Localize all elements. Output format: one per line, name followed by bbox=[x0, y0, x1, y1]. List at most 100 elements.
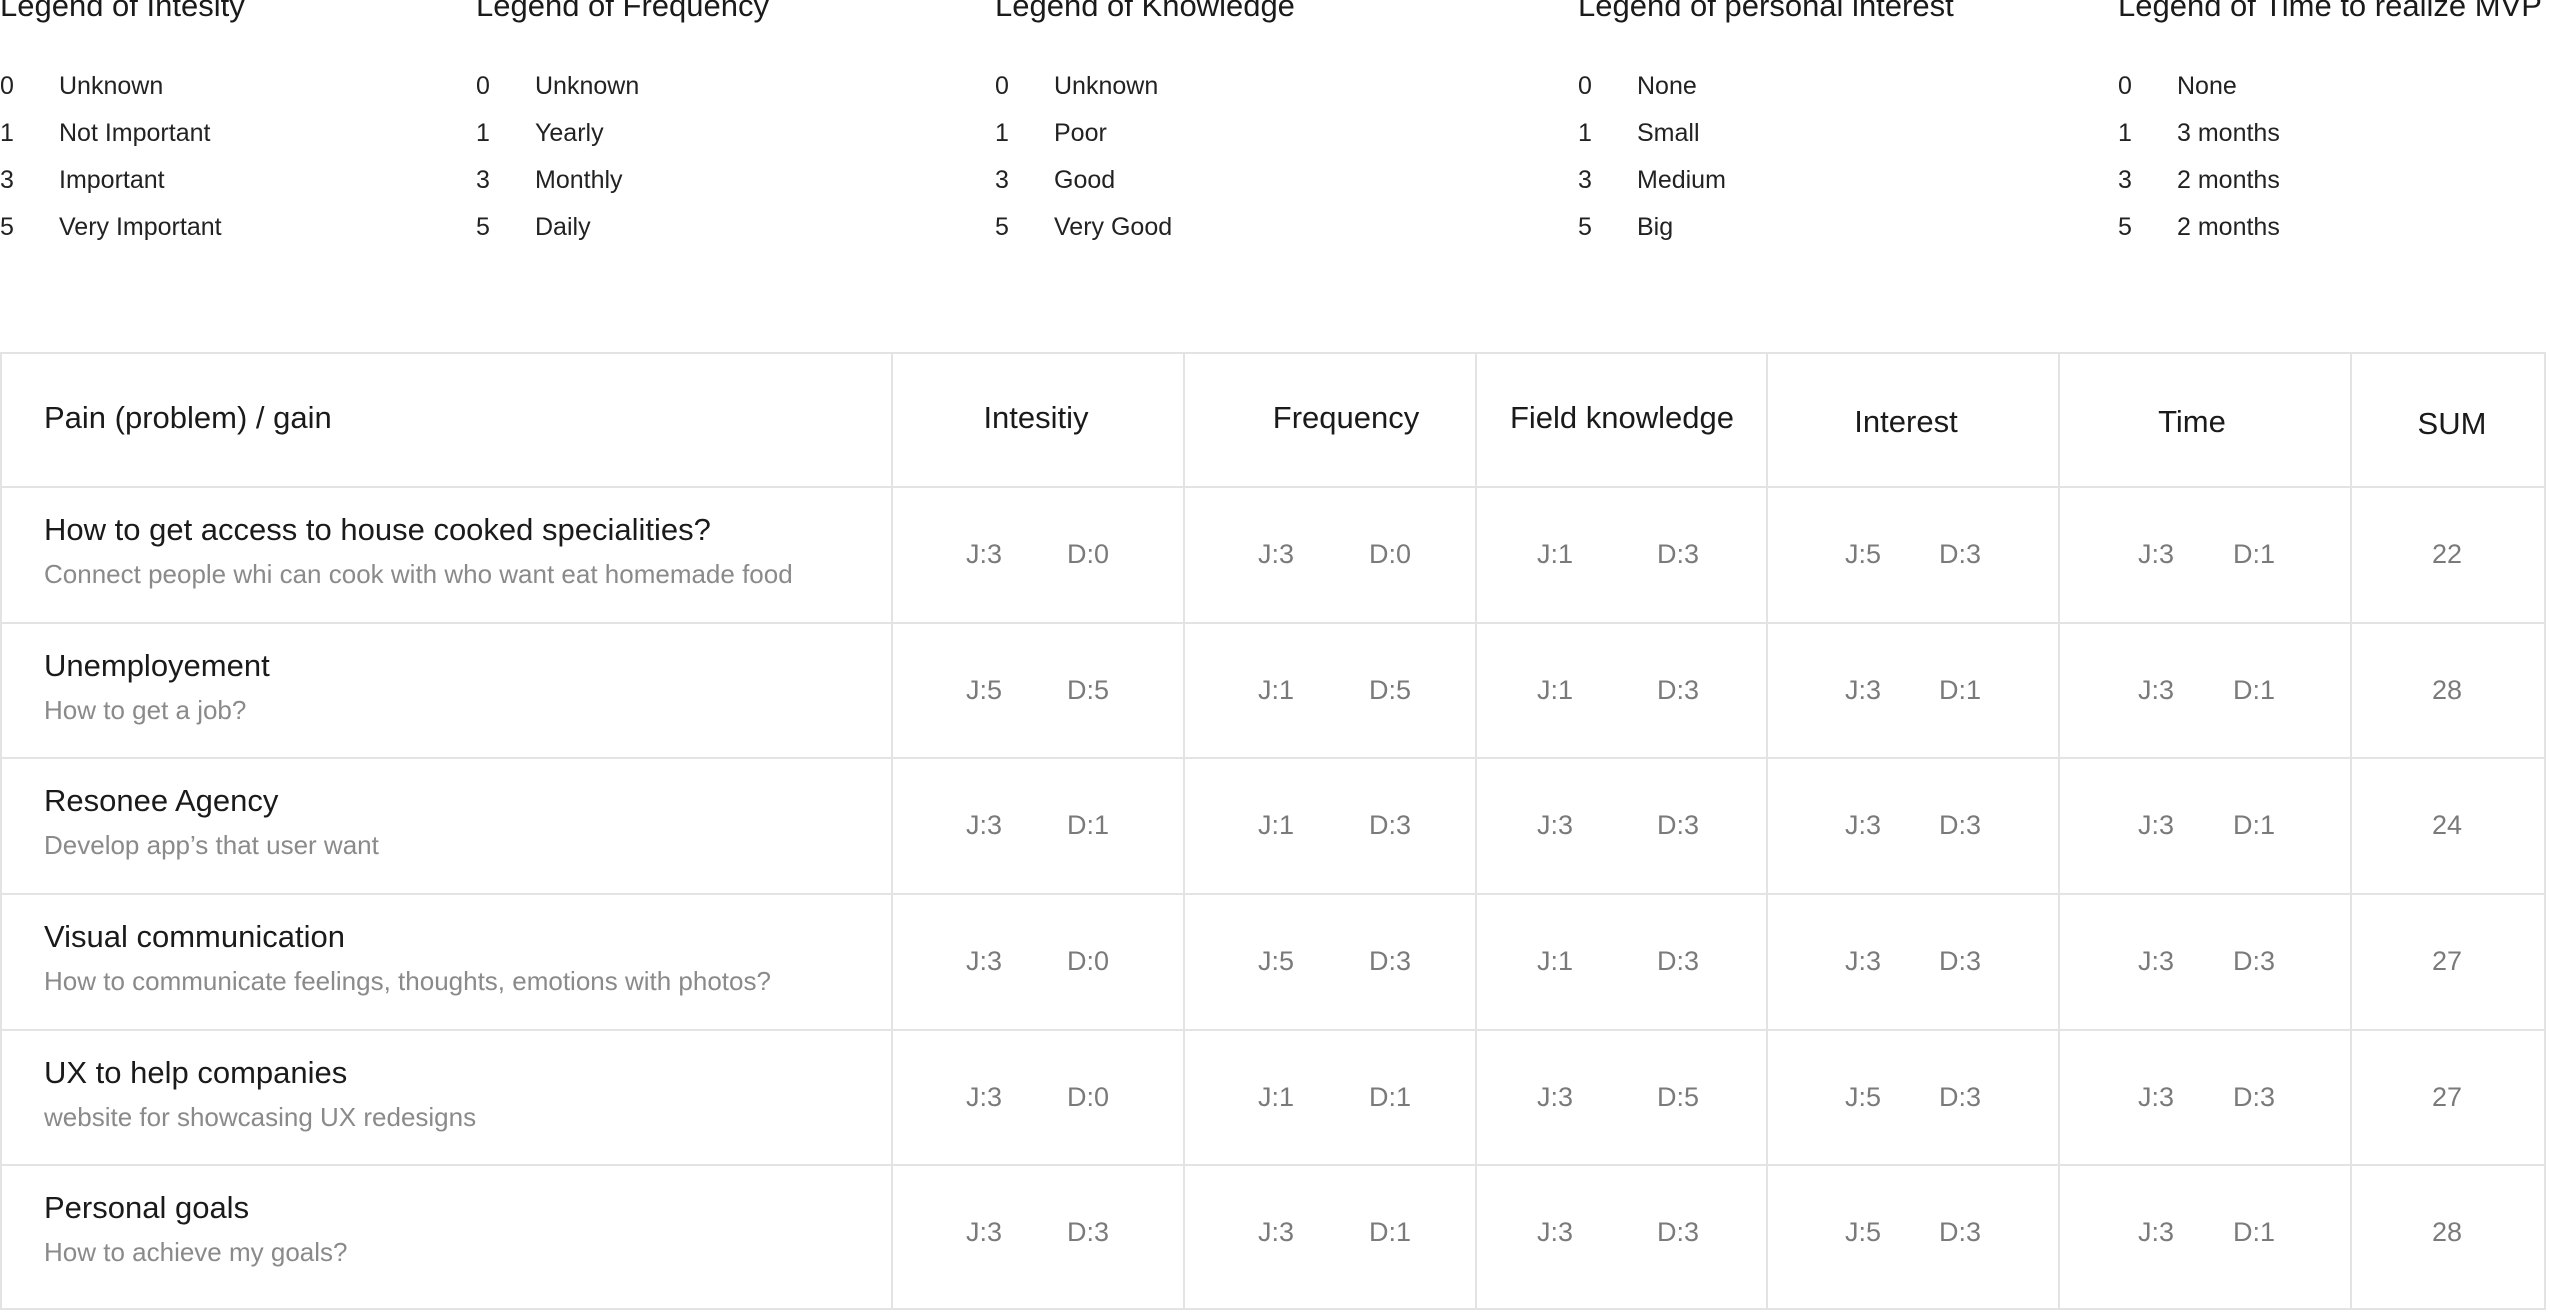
legend-item-label: None bbox=[1637, 72, 1697, 100]
row-subtitle: How to communicate feelings, thoughts, e… bbox=[44, 966, 771, 996]
legend-item-value: 3 bbox=[2118, 166, 2132, 194]
score-interest-d: D:3 bbox=[1938, 539, 1982, 569]
row-title: Resonee Agency bbox=[44, 783, 279, 818]
legend-item-label: Very Important bbox=[59, 213, 222, 241]
column-divider bbox=[1475, 354, 1477, 1308]
score-time-d: D:1 bbox=[2232, 810, 2276, 840]
score-intensity-d: D:1 bbox=[1066, 810, 1110, 840]
score-time-j: J:3 bbox=[2137, 810, 2175, 840]
score-intensity-d: D:0 bbox=[1066, 946, 1110, 976]
header-knowledge: Field knowledge bbox=[1509, 400, 1735, 435]
legend-item-label: Daily bbox=[535, 213, 591, 241]
legend-item-label: Small bbox=[1637, 119, 1700, 147]
score-intensity-j: J:3 bbox=[965, 539, 1003, 569]
score-time-j: J:3 bbox=[2137, 675, 2175, 705]
legend-item-label: 2 months bbox=[2177, 166, 2280, 194]
score-knowledge-d: D:5 bbox=[1656, 1082, 1700, 1112]
row-divider bbox=[2, 1029, 2544, 1031]
row-divider bbox=[2, 757, 2544, 759]
score-time-d: D:3 bbox=[2232, 1082, 2276, 1112]
legend-item-value: 3 bbox=[0, 166, 14, 194]
score-time-j: J:3 bbox=[2137, 1217, 2175, 1247]
header-time: Time bbox=[2158, 404, 2226, 439]
score-frequency-d: D:1 bbox=[1368, 1217, 1412, 1247]
legend-item-label: 3 months bbox=[2177, 119, 2280, 147]
header-sum: SUM bbox=[2417, 406, 2487, 441]
legend-title: Legend of personal interest bbox=[1578, 0, 1954, 23]
score-intensity-j: J:3 bbox=[965, 1217, 1003, 1247]
legend-item-value: 0 bbox=[2118, 72, 2132, 100]
legend-item-label: Not Important bbox=[59, 119, 211, 147]
score-knowledge-d: D:3 bbox=[1656, 675, 1700, 705]
score-interest-j: J:5 bbox=[1844, 1082, 1882, 1112]
score-intensity-d: D:3 bbox=[1066, 1217, 1110, 1247]
score-interest-d: D:3 bbox=[1938, 810, 1982, 840]
score-frequency-j: J:1 bbox=[1257, 675, 1295, 705]
score-knowledge-j: J:1 bbox=[1536, 675, 1574, 705]
legend-item-value: 3 bbox=[476, 166, 490, 194]
score-knowledge-j: J:1 bbox=[1536, 539, 1574, 569]
score-time-d: D:3 bbox=[2232, 946, 2276, 976]
legend-item-label: Unknown bbox=[1054, 72, 1159, 100]
score-interest-d: D:3 bbox=[1938, 946, 1982, 976]
score-time-d: D:1 bbox=[2232, 539, 2276, 569]
row-subtitle: Connect people whi can cook with who wan… bbox=[44, 559, 793, 589]
score-knowledge-d: D:3 bbox=[1656, 946, 1700, 976]
row-title: Visual communication bbox=[44, 919, 345, 954]
legend-item-value: 5 bbox=[995, 213, 1009, 241]
legend-item-value: 1 bbox=[1578, 119, 1592, 147]
score-time-d: D:1 bbox=[2232, 675, 2276, 705]
legend-item-label: Very Good bbox=[1054, 213, 1173, 241]
score-interest-j: J:5 bbox=[1844, 1217, 1882, 1247]
score-frequency-j: J:3 bbox=[1257, 539, 1295, 569]
legend-item-label: Important bbox=[59, 166, 165, 194]
row-sum: 27 bbox=[2431, 1082, 2463, 1112]
legend-item-value: 0 bbox=[1578, 72, 1592, 100]
legend-item-label: Medium bbox=[1637, 166, 1726, 194]
score-interest-j: J:5 bbox=[1844, 539, 1882, 569]
row-sum: 24 bbox=[2431, 810, 2463, 840]
score-knowledge-j: J:3 bbox=[1536, 810, 1574, 840]
row-divider bbox=[2, 486, 2544, 488]
score-interest-j: J:3 bbox=[1844, 810, 1882, 840]
row-title: How to get access to house cooked specia… bbox=[44, 512, 711, 547]
evaluation-table: Pain (problem) / gain Intesitiy Frequency F… bbox=[0, 352, 2546, 1310]
column-divider bbox=[2350, 354, 2352, 1308]
row-title: Unemployement bbox=[44, 648, 270, 683]
score-time-j: J:3 bbox=[2137, 946, 2175, 976]
legend-item-value: 0 bbox=[0, 72, 14, 100]
score-frequency-d: D:1 bbox=[1368, 1082, 1412, 1112]
header-frequency: Frequency bbox=[1272, 400, 1420, 435]
score-intensity-j: J:3 bbox=[965, 1082, 1003, 1112]
legend-item-value: 5 bbox=[476, 213, 490, 241]
score-frequency-d: D:0 bbox=[1368, 539, 1412, 569]
row-divider bbox=[2, 1164, 2544, 1166]
score-interest-j: J:3 bbox=[1844, 946, 1882, 976]
score-frequency-j: J:5 bbox=[1257, 946, 1295, 976]
row-sum: 27 bbox=[2431, 946, 2463, 976]
row-sum: 28 bbox=[2431, 1217, 2463, 1247]
score-knowledge-j: J:3 bbox=[1536, 1217, 1574, 1247]
score-frequency-j: J:1 bbox=[1257, 1082, 1295, 1112]
column-divider bbox=[891, 354, 893, 1308]
legend-item-label: None bbox=[2177, 72, 2237, 100]
legend-item-value: 1 bbox=[995, 119, 1009, 147]
legend-item-value: 1 bbox=[2118, 119, 2132, 147]
legend-item-value: 0 bbox=[476, 72, 490, 100]
legend-item-value: 0 bbox=[995, 72, 1009, 100]
row-title: Personal goals bbox=[44, 1190, 250, 1225]
score-frequency-d: D:3 bbox=[1368, 810, 1412, 840]
score-intensity-j: J:3 bbox=[965, 810, 1003, 840]
legend-item-value: 5 bbox=[0, 213, 14, 241]
score-intensity-d: D:0 bbox=[1066, 539, 1110, 569]
legend-item-label: Good bbox=[1054, 166, 1116, 194]
score-frequency-j: J:3 bbox=[1257, 1217, 1295, 1247]
legend-item-label: Big bbox=[1637, 213, 1674, 241]
score-interest-d: D:3 bbox=[1938, 1082, 1982, 1112]
header-intensity: Intesitiy bbox=[983, 400, 1089, 435]
row-subtitle: website for showcasing UX redesigns bbox=[44, 1102, 477, 1132]
legend-item-label: 2 months bbox=[2177, 213, 2280, 241]
row-divider bbox=[2, 893, 2544, 895]
row-sum: 28 bbox=[2431, 675, 2463, 705]
